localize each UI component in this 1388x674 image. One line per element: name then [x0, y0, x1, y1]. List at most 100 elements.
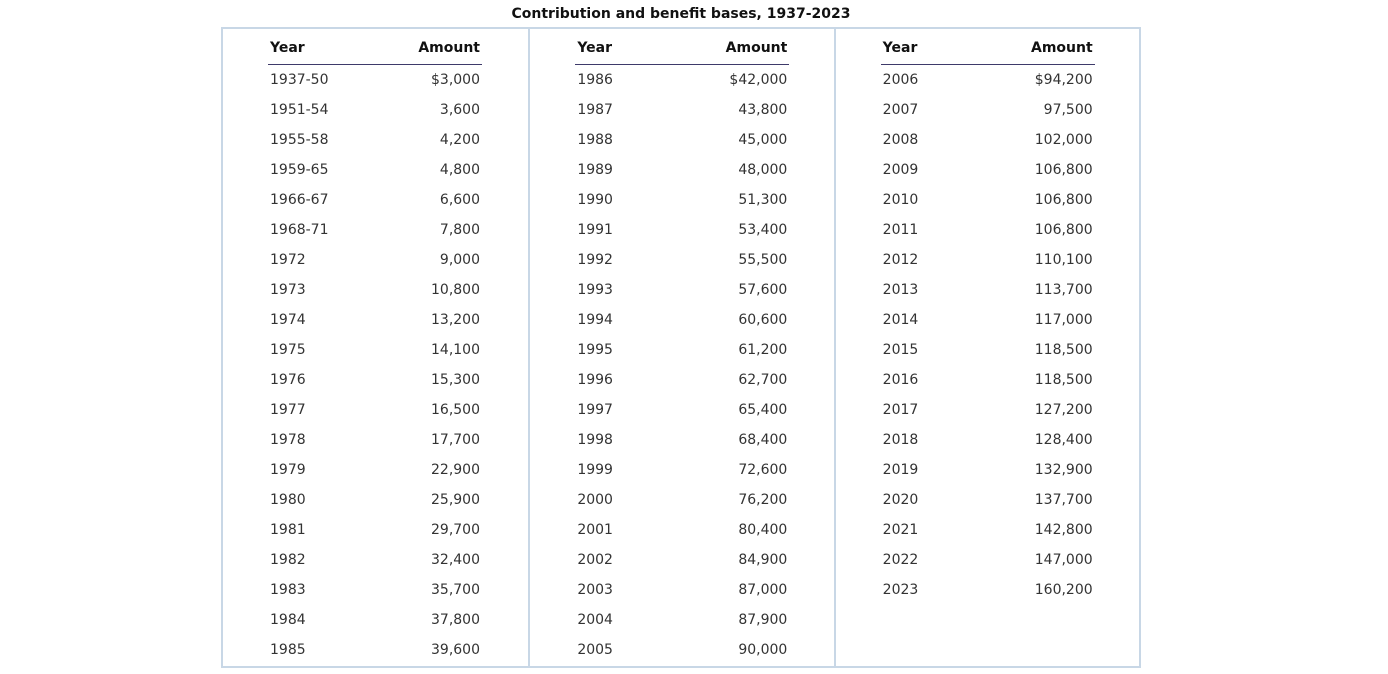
year-cell: 2019 [882, 462, 919, 478]
year-cell: 1968-71 [270, 222, 329, 238]
amount-cell: 80,400 [738, 522, 788, 538]
amount-cell: 102,000 [1034, 132, 1093, 148]
table-caption: Contribution and benefit bases, 1937-202… [511, 6, 851, 22]
amount-cell: 15,300 [431, 372, 480, 388]
panel-1-content: Year Amount 1937-50 $3,000 1951-54 3,600 195… [268, 38, 482, 665]
table-row: 1985 39,600 [268, 635, 482, 665]
header-row: Year Amount [575, 38, 790, 65]
table-row: 1987 43,800 [575, 95, 789, 125]
table-row: 2009 106,800 [881, 155, 1095, 185]
amount-cell: 32,400 [431, 552, 480, 568]
table-row: 1951-54 3,600 [268, 95, 482, 125]
amount-cell: 68,400 [738, 432, 788, 448]
year-cell: 1980 [270, 492, 306, 508]
year-cell: 2013 [882, 282, 919, 298]
year-cell: 1974 [270, 312, 306, 328]
year-cell: 2002 [577, 552, 613, 568]
year-cell: 1989 [577, 162, 613, 178]
table-panel-2: Year Amount 1986 $42,000 1987 43,800 1988 45,… [528, 29, 833, 666]
amount-cell: 29,700 [431, 522, 480, 538]
amount-cell: 4,800 [439, 162, 480, 178]
year-cell: 2008 [882, 132, 919, 148]
year-cell: 2005 [577, 642, 613, 658]
amount-cell: 87,900 [738, 612, 788, 628]
amount-cell: 53,400 [738, 222, 788, 238]
year-cell: 1995 [577, 342, 613, 358]
year-cell: 1996 [577, 372, 613, 388]
table-row: 1981 29,700 [268, 515, 482, 545]
table-row: 1996 62,700 [575, 365, 789, 395]
table-row: 2017 127,200 [881, 395, 1095, 425]
amount-cell: 17,700 [431, 432, 480, 448]
year-cell: 2016 [882, 372, 919, 388]
year-cell: 1975 [270, 342, 306, 358]
table-row: 2015 118,500 [881, 335, 1095, 365]
year-cell: 1986 [577, 72, 613, 88]
amount-cell: 132,900 [1034, 462, 1093, 478]
table-row: 1979 22,900 [268, 455, 482, 485]
year-cell: 2017 [882, 402, 919, 418]
table-row: 2023 160,200 [881, 575, 1095, 605]
table-row: 1983 35,700 [268, 575, 482, 605]
table-row: 2005 90,000 [575, 635, 789, 665]
table-row: 1959-65 4,800 [268, 155, 482, 185]
table-row: 1994 60,600 [575, 305, 789, 335]
amount-cell: 76,200 [738, 492, 788, 508]
table-row: 2020 137,700 [881, 485, 1095, 515]
year-cell: 2018 [882, 432, 919, 448]
amount-cell: 7,800 [439, 222, 480, 238]
year-column-header: Year [882, 40, 918, 56]
year-cell: 2004 [577, 612, 613, 628]
amount-cell: 106,800 [1034, 192, 1093, 208]
amount-column-header: Amount [1030, 40, 1093, 56]
year-column-header: Year [577, 40, 613, 56]
amount-cell: 51,300 [738, 192, 788, 208]
table-row: 2002 84,900 [575, 545, 789, 575]
table-row: 1977 16,500 [268, 395, 482, 425]
year-cell: 1990 [577, 192, 613, 208]
amount-cell: 128,400 [1034, 432, 1093, 448]
amount-cell: 55,500 [738, 252, 788, 268]
year-cell: 2009 [882, 162, 919, 178]
year-cell: 1966-67 [270, 192, 329, 208]
amount-cell: 137,700 [1034, 492, 1093, 508]
year-cell: 1972 [270, 252, 306, 268]
table-row: 1995 61,200 [575, 335, 789, 365]
table-row: 2011 106,800 [881, 215, 1095, 245]
table-row: 1982 32,400 [268, 545, 482, 575]
year-cell: 1992 [577, 252, 613, 268]
table-row: 1975 14,100 [268, 335, 482, 365]
table-row: 1988 45,000 [575, 125, 789, 155]
amount-cell: 118,500 [1034, 372, 1093, 388]
amount-cell: 39,600 [431, 642, 480, 658]
amount-cell: 84,900 [738, 552, 788, 568]
table-row: 1937-50 $3,000 [268, 65, 482, 95]
amount-cell: 160,200 [1034, 582, 1093, 598]
amount-cell: 57,600 [738, 282, 788, 298]
table-row: 1986 $42,000 [575, 65, 789, 95]
year-cell: 1985 [270, 642, 306, 658]
table-row: 1966-67 6,600 [268, 185, 482, 215]
year-cell: 2022 [882, 552, 919, 568]
year-column-header: Year [270, 40, 305, 56]
table-row: 1998 68,400 [575, 425, 789, 455]
year-cell: 2007 [882, 102, 919, 118]
year-cell: 1998 [577, 432, 613, 448]
amount-cell: 4,200 [439, 132, 480, 148]
amount-cell: 22,900 [431, 462, 480, 478]
amount-cell: 9,000 [439, 252, 480, 268]
year-cell: 1993 [577, 282, 613, 298]
amount-cell: 127,200 [1034, 402, 1093, 418]
amount-cell: 106,800 [1034, 222, 1093, 238]
table-panel-3: Year Amount 2006 $94,200 2007 97,500 2008 102… [833, 29, 1139, 666]
year-cell: 1959-65 [270, 162, 329, 178]
table-row: 1978 17,700 [268, 425, 482, 455]
amount-cell: 6,600 [439, 192, 480, 208]
year-cell: 1976 [270, 372, 306, 388]
amount-cell: 16,500 [431, 402, 480, 418]
header-row: Year Amount [880, 38, 1095, 65]
table-row: 2013 113,700 [881, 275, 1095, 305]
table-row: 2007 97,500 [881, 95, 1095, 125]
table-row: 1974 13,200 [268, 305, 482, 335]
amount-cell: 61,200 [738, 342, 788, 358]
